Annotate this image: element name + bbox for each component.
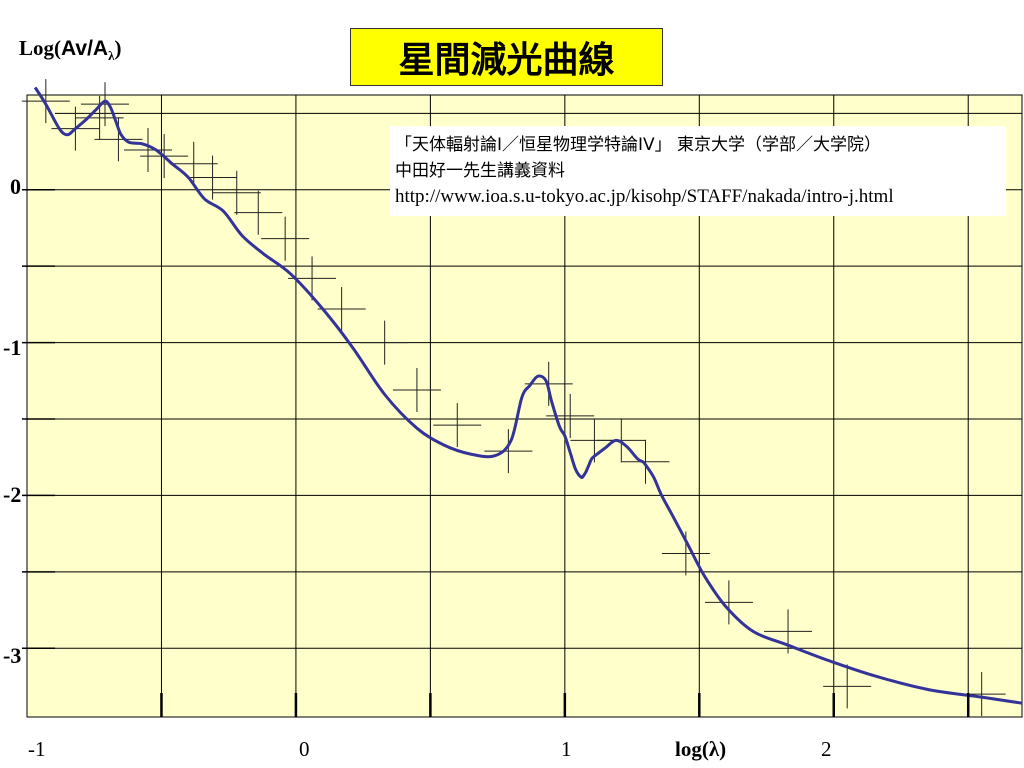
y-axis-label-main: Av/A [61,37,109,60]
x-tick-label: 0 [299,737,310,761]
source-course-title: 「天体輻射論I／恒星物理学特論IV」 東京大学（学部／大学院） [395,135,882,155]
x-tick-label: 1 [561,737,572,761]
observation-marker [823,664,872,709]
observation-marker [546,393,595,438]
observation-marker [704,580,753,625]
observation-marker [234,190,283,235]
observation-marker [212,170,261,215]
observation-marker [392,367,441,412]
observation-marker [360,320,409,365]
observation-marker [188,155,237,200]
source-citation: 「天体輻射論I／恒星物理学特論IV」 東京大学（学部／大学院） 中田好一先生講義… [390,126,1006,216]
x-tick-label: 2 [821,737,832,761]
y-tick-label: 0 [10,174,21,199]
observation-marker [317,286,366,331]
extinction-curve-line [33,86,1023,705]
y-tick-label: -3 [3,643,22,668]
x-tick-label: -1 [28,737,46,761]
observation-marker [21,79,70,124]
x-axis-label: log(λ) [675,737,727,761]
observation-marker [433,403,482,448]
chart-title: 星間減光曲線 [350,28,663,86]
axis-ticks [22,189,970,717]
y-axis-label-suffix: ) [114,36,122,60]
observation-marker [597,418,646,463]
observation-marker [261,216,310,261]
y-axis-label: Log(Av/Aλ) [19,36,121,64]
y-tick-label: -2 [3,482,22,507]
source-url-link[interactable]: http://www.ioa.s.u-tokyo.ac.jp/kisohp/ST… [395,186,894,207]
source-lecturer: 中田好一先生講義資料 [395,161,565,181]
y-axis-label-sub: λ [108,48,115,64]
observation-marker [80,82,129,127]
observation-marker [169,141,218,186]
y-tick-label: -1 [3,335,22,360]
y-axis-label-prefix: Log( [19,36,61,60]
observation-marker [621,439,670,484]
observation-marker [484,429,533,474]
